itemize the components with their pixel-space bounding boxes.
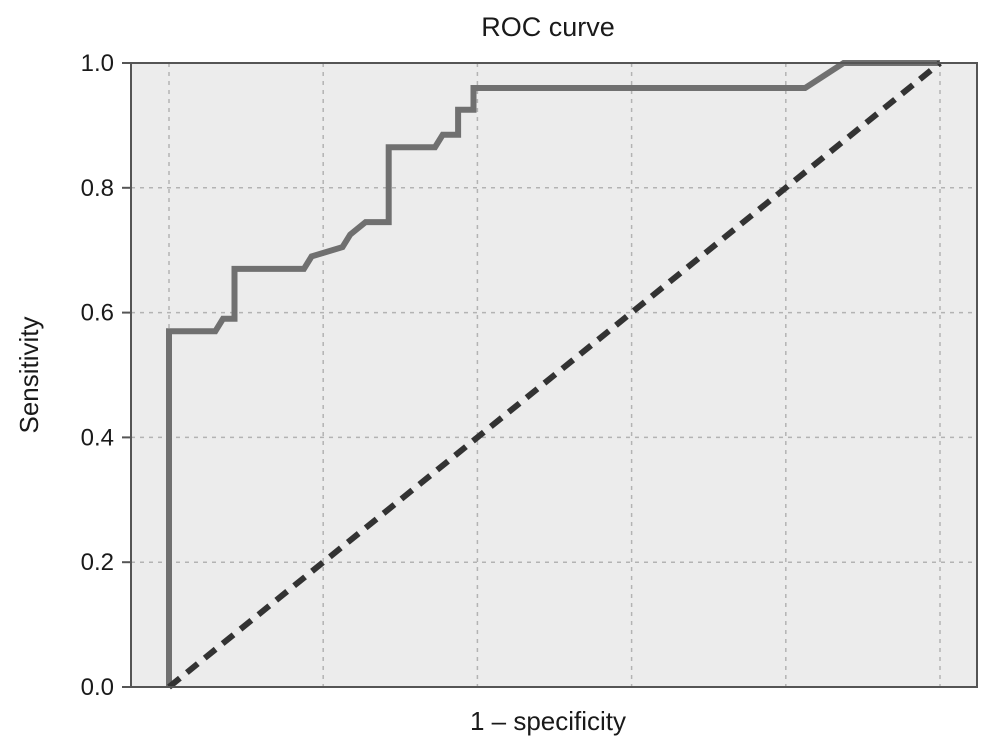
y-tick-label: 1.0 xyxy=(81,50,114,77)
roc-curve-line xyxy=(166,60,940,687)
y-axis-title: Sensitivity xyxy=(14,316,44,433)
chart-title: ROC curve xyxy=(481,12,615,42)
reference-diagonal-line xyxy=(167,60,942,690)
plot-frame xyxy=(130,62,978,688)
y-tick-label: 0.8 xyxy=(81,175,114,202)
y-tick-label: 0.6 xyxy=(81,300,114,327)
y-tick-label: 0.4 xyxy=(81,424,114,451)
x-axis-title: 1 – specificity xyxy=(470,706,626,736)
y-tick-label: 0.2 xyxy=(81,549,114,576)
y-tick-label: 0.0 xyxy=(81,674,114,701)
grid-lines xyxy=(131,63,977,687)
y-axis-ticks: 0.0 0.2 0.4 0.6 0.8 1.0 xyxy=(81,50,131,701)
